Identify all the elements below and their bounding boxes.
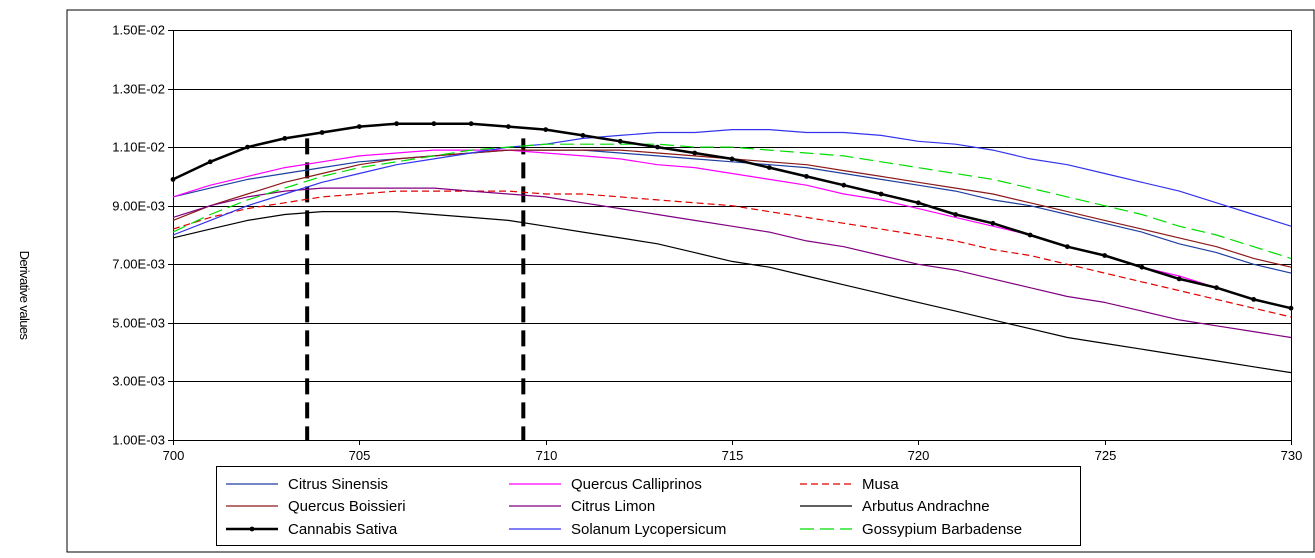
- legend-box: [216, 466, 1081, 546]
- data-point: [431, 121, 437, 127]
- chart-outer-border: [66, 9, 1315, 553]
- legend-label: Citrus Sinensis: [288, 476, 388, 493]
- data-point: [282, 136, 288, 141]
- legend-label: Musa: [862, 476, 899, 493]
- data-point: [878, 191, 884, 197]
- data-point: [804, 174, 809, 179]
- data-point: [319, 130, 325, 135]
- legend: Citrus Sinensis Quercus Calliprinos Musa Qu…: [216, 466, 1081, 546]
- y-tick-label: 1.50E-02: [112, 23, 165, 38]
- data-point: [766, 165, 772, 171]
- y-tick-label: 1.30E-02: [112, 82, 165, 97]
- series-line: [172, 211, 1292, 374]
- y-tick-label: 5.00E-03: [112, 316, 165, 331]
- legend-label: Citrus Limon: [571, 498, 655, 515]
- y-tick-label: 9.00E-03: [112, 199, 165, 214]
- data-point: [468, 121, 474, 127]
- series-line: [172, 190, 1292, 318]
- data-point: [1065, 244, 1070, 250]
- data-point: [394, 121, 399, 127]
- y-tick-label: 1.10E-02: [112, 140, 165, 155]
- data-point: [1176, 276, 1182, 282]
- data-point: [841, 182, 847, 188]
- x-tick-label: 730: [1281, 448, 1303, 463]
- legend-label: Solanum Lycopersicum: [571, 521, 726, 538]
- data-point: [207, 159, 213, 165]
- x-tick-label: 700: [163, 448, 185, 463]
- data-point: [245, 144, 250, 150]
- y-tick-label: 3.00E-03: [112, 374, 165, 389]
- data-point: [617, 138, 623, 144]
- legend-marker: [249, 526, 255, 532]
- data-point: [729, 156, 735, 162]
- x-tick-label: 705: [349, 448, 371, 463]
- series-line: [172, 143, 1292, 259]
- legend-label: Quercus Calliprinos: [571, 476, 702, 493]
- tick-layer: 1.00E-03 3.00E-03 5.00E-03 7.00E-03 9.00E-03…: [112, 23, 1302, 464]
- data-point: [506, 124, 511, 129]
- series-line: [172, 149, 1292, 274]
- y-axis-label: Derivative values: [17, 251, 32, 341]
- legend-label: Quercus Boissieri: [288, 498, 406, 515]
- data-point: [170, 177, 176, 182]
- y-tick-label: 7.00E-03: [112, 257, 165, 272]
- series-layer: [170, 121, 1294, 374]
- data-point: [580, 133, 586, 138]
- series-line: [172, 187, 1292, 339]
- y-tick-label: 1.00E-03: [112, 433, 165, 448]
- data-point: [543, 127, 549, 132]
- x-tick-label: 710: [536, 448, 558, 463]
- legend-label: Cannabis Sativa: [288, 521, 398, 538]
- data-point: [1214, 285, 1219, 291]
- legend-label: Arbutus Andrachne: [862, 498, 990, 515]
- data-point: [990, 220, 996, 226]
- data-point: [1102, 253, 1108, 258]
- data-point: [953, 212, 958, 217]
- vline-layer: [305, 138, 526, 440]
- data-point: [1288, 305, 1294, 311]
- legend-label: Gossypium Barbadense: [862, 521, 1022, 538]
- x-tick-label: 715: [722, 448, 744, 463]
- data-point: [356, 124, 362, 129]
- data-point: [655, 144, 660, 150]
- x-tick-label: 720: [908, 448, 930, 463]
- data-point: [1251, 297, 1257, 302]
- x-tick-label: 725: [1095, 448, 1117, 463]
- data-point: [915, 200, 921, 206]
- data-point: [1139, 264, 1145, 270]
- series-line: [172, 129, 1292, 236]
- data-point: [1027, 232, 1033, 238]
- data-point: [692, 150, 698, 156]
